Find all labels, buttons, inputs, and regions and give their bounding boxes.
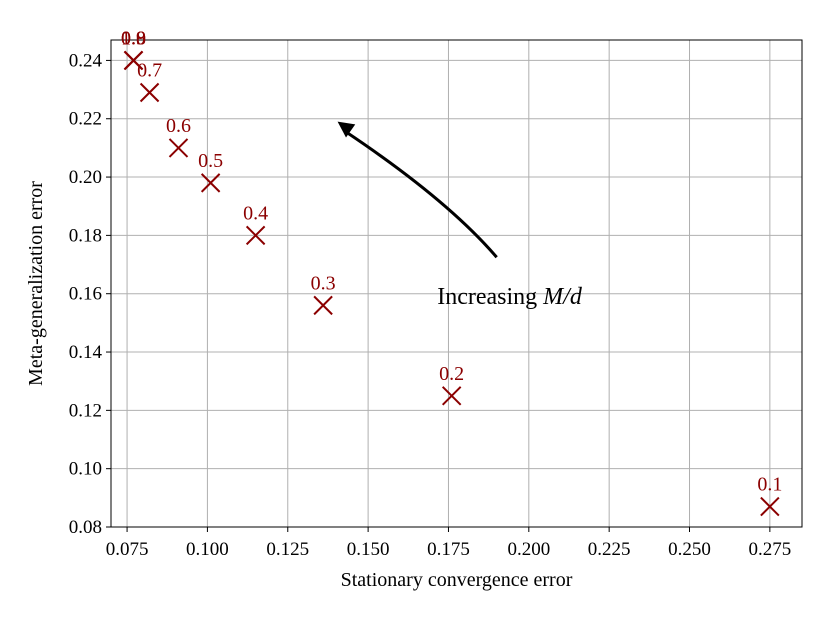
data-point-marker: [245, 225, 266, 246]
y-tick-label: 0.20: [69, 167, 102, 188]
y-tick-label: 0.16: [69, 284, 102, 305]
data-point-label: 0.7: [137, 59, 162, 81]
x-tick-label: 0.225: [588, 539, 631, 560]
data-point-label: 0.3: [311, 272, 336, 294]
annotation-text-prefix: Increasing: [437, 284, 543, 310]
data-point-marker: [168, 138, 189, 158]
data-point-marker: [441, 386, 462, 406]
data-point-label: 0.5: [198, 150, 223, 172]
x-tick-label: 0.125: [266, 539, 309, 560]
y-tick-label: 0.12: [69, 400, 102, 421]
y-tick-label: 0.18: [69, 225, 102, 246]
plot-frame: [110, 39, 803, 528]
y-tick-label: 0.10: [69, 459, 102, 480]
x-tick-label: 0.100: [186, 539, 229, 560]
annotation-text-math: M/d: [542, 284, 583, 310]
data-point-marker: [760, 496, 780, 517]
x-tick-label: 0.250: [668, 539, 711, 560]
x-tick-label: 0.275: [748, 539, 791, 560]
data-point-label: 0.9: [121, 27, 146, 49]
data-point-marker: [313, 295, 333, 316]
data-point-marker: [200, 173, 221, 193]
ticks: 0.075 0.100 0.125 0.150 0.175 0.200 0.225 0.250…: [69, 50, 791, 560]
annotation-arrow-head: [337, 121, 356, 138]
x-tick-label: 0.200: [507, 539, 550, 560]
x-tick-label: 0.075: [106, 539, 149, 560]
y-tick-label: 0.14: [69, 342, 103, 363]
data-point-label: 0.8: [121, 27, 146, 49]
data-points: 0.1 0.2 0.3 0.4 0.5 0.6 0.7 0.80.91.0: [121, 27, 782, 517]
y-tick-label: 0.24: [69, 50, 103, 71]
axes: [110, 39, 803, 528]
annotation: Increasing M/d: [337, 121, 583, 310]
y-tick-label: 0.22: [69, 109, 102, 130]
annotation-arrow: [344, 130, 498, 259]
data-point-label: 0.1: [757, 474, 782, 496]
x-axis-label: Stationary convergence error: [341, 569, 573, 591]
x-tick-label: 0.175: [427, 539, 470, 560]
data-point-marker: [139, 82, 160, 103]
y-axis-label: Meta-generalization error: [25, 181, 47, 386]
data-point-label: 0.6: [166, 115, 191, 137]
grid: [111, 40, 802, 528]
data-point-label: 1.0: [121, 27, 146, 49]
y-tick-label: 0.08: [69, 517, 102, 538]
data-point-label: 0.4: [243, 202, 268, 224]
data-point-label: 0.2: [439, 363, 464, 385]
annotation-text: Increasing M/d: [437, 284, 583, 310]
data-point-marker: [123, 50, 144, 71]
x-tick-label: 0.150: [347, 539, 390, 560]
